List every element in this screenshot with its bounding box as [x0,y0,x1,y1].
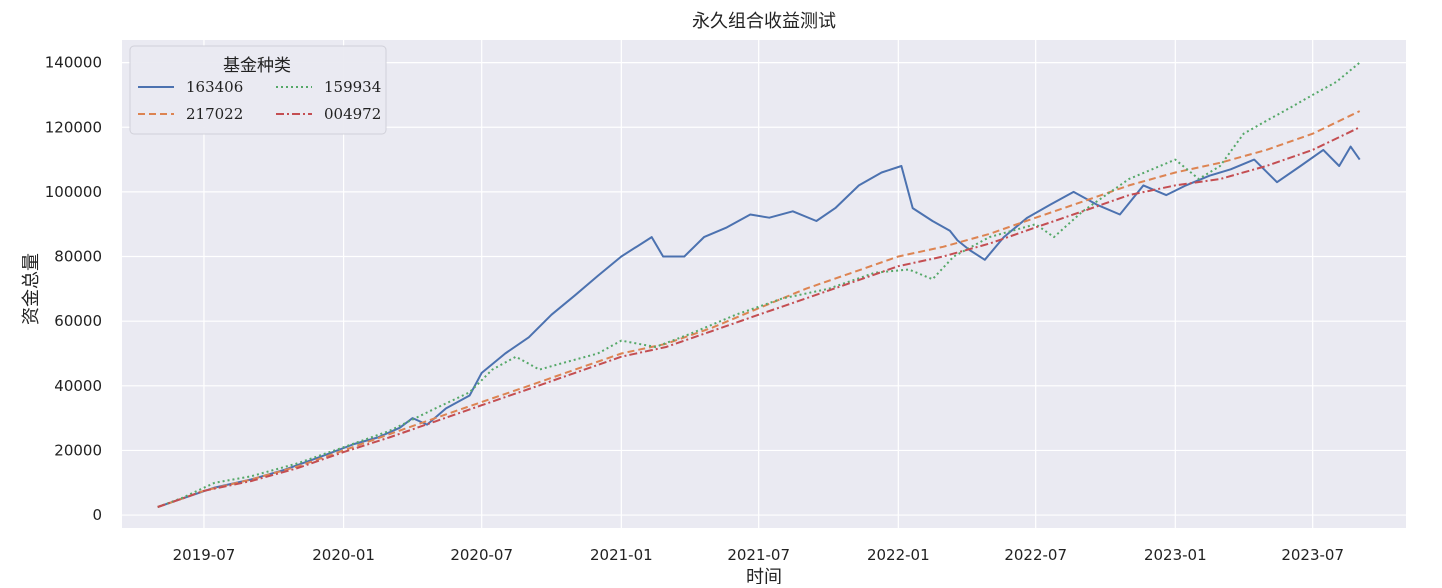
x-tick-label: 2019-07 [173,546,236,564]
series-line-159934 [157,61,1361,508]
y-tick-label: 80000 [54,248,102,266]
y-tick-label: 100000 [45,183,102,201]
legend: 基金种类 163406 217022 159934 004972 [129,45,387,135]
x-tick-label: 2023-01 [1144,546,1207,564]
x-tick-label: 2021-07 [727,546,790,564]
y-tick-label: 20000 [54,441,102,459]
x-tick-label: 2020-01 [312,546,375,564]
grid-lines [122,40,1406,528]
legend-box [129,45,387,135]
x-tick-label: 2021-01 [590,546,653,564]
series-line-217022 [157,110,1361,508]
x-tick-label: 2022-01 [867,546,930,564]
legend-title: 基金种类 [223,56,291,76]
y-tick-label: 120000 [45,118,102,136]
legend-label-217022: 217022 [186,105,243,123]
y-tick-label: 40000 [54,377,102,395]
series-line-004972 [157,126,1361,508]
series-lines [157,61,1361,508]
legend-label-004972: 004972 [324,105,381,123]
legend-label-163406: 163406 [186,78,243,96]
y-tick-label: 60000 [54,312,102,330]
y-tick-label: 0 [92,506,102,524]
legend-label-159934: 159934 [324,78,381,96]
x-tick-labels: 2019-07 2020-01 2020-07 2021-01 2021-07 2022-… [173,546,1344,564]
y-tick-labels: 0 20000 40000 60000 80000 100000 120000 140000 [45,54,102,524]
chart-title: 永久组合收益测试 [692,11,836,32]
legend-entries: 163406 217022 159934 004972 [138,78,381,123]
x-tick-label: 2020-07 [450,546,513,564]
y-axis-label: 资金总量 [21,253,42,325]
y-tick-label: 140000 [45,54,102,72]
x-tick-label: 2022-07 [1004,546,1067,564]
x-tick-label: 2023-07 [1281,546,1344,564]
series-line-163406 [157,145,1361,508]
x-axis-label: 时间 [746,567,782,584]
